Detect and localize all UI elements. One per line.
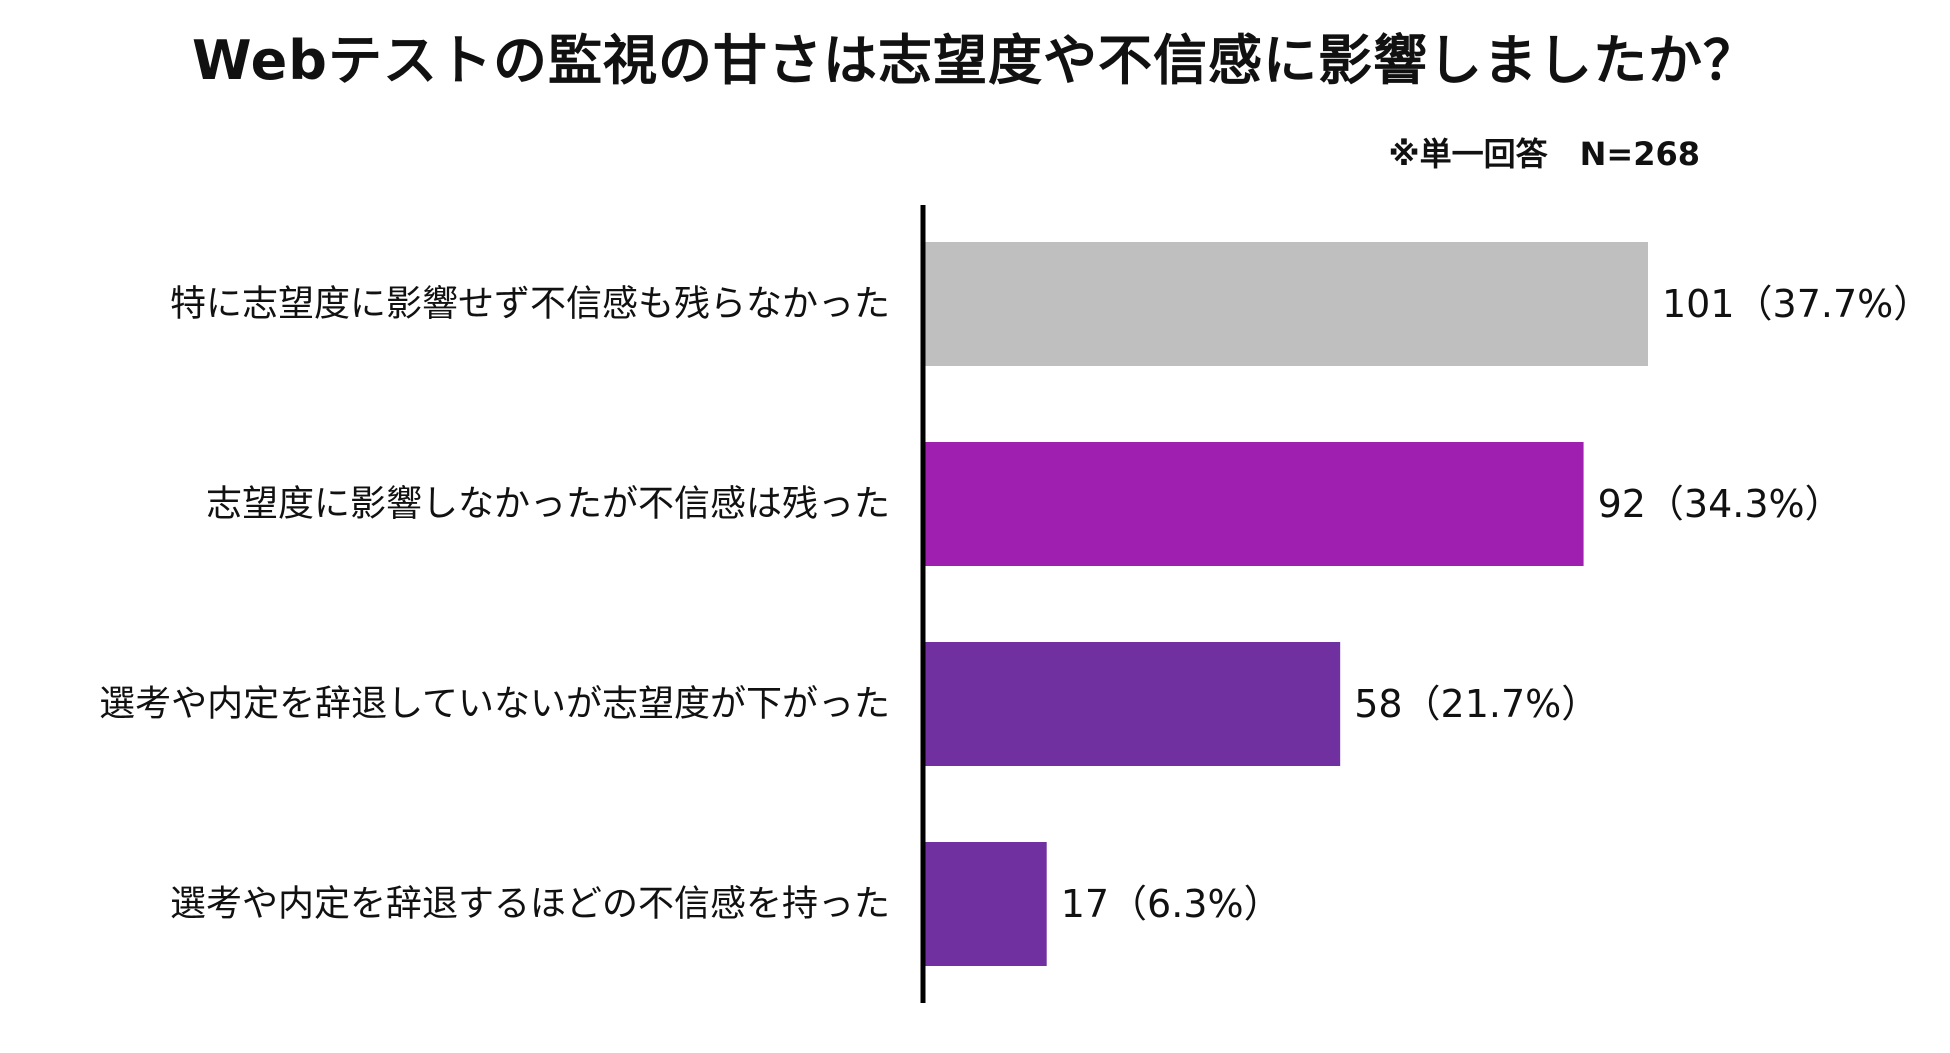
value-label-1: 101（37.7%） bbox=[1662, 282, 1931, 326]
response-note: ※単一回答 N=268 bbox=[1388, 135, 1700, 173]
bars-layer: 特に志望度に影響せず不信感も残らなかった 101（37.7%） 志望度に影響しなかっ… bbox=[99, 242, 1931, 966]
bar-1 bbox=[925, 242, 1648, 366]
value-label-3: 58（21.7%） bbox=[1354, 682, 1599, 726]
category-label-3: 選考や内定を辞退していないが志望度が下がった bbox=[99, 684, 890, 725]
category-label-4: 選考や内定を辞退するほどの不信感を持った bbox=[170, 884, 890, 925]
chart-title: Webテストの監視の甘さは志望度や不信感に影響しましたか？ bbox=[192, 29, 1758, 92]
value-label-2: 92（34.3%） bbox=[1598, 482, 1843, 526]
value-label-4: 17（6.3%） bbox=[1061, 882, 1282, 926]
category-label-1: 特に志望度に影響せず不信感も残らなかった bbox=[170, 284, 890, 325]
bar-2 bbox=[925, 442, 1584, 566]
bar-3 bbox=[925, 642, 1341, 766]
category-label-2: 志望度に影響しなかったが不信感は残った bbox=[206, 484, 890, 525]
bar-4 bbox=[925, 842, 1047, 966]
